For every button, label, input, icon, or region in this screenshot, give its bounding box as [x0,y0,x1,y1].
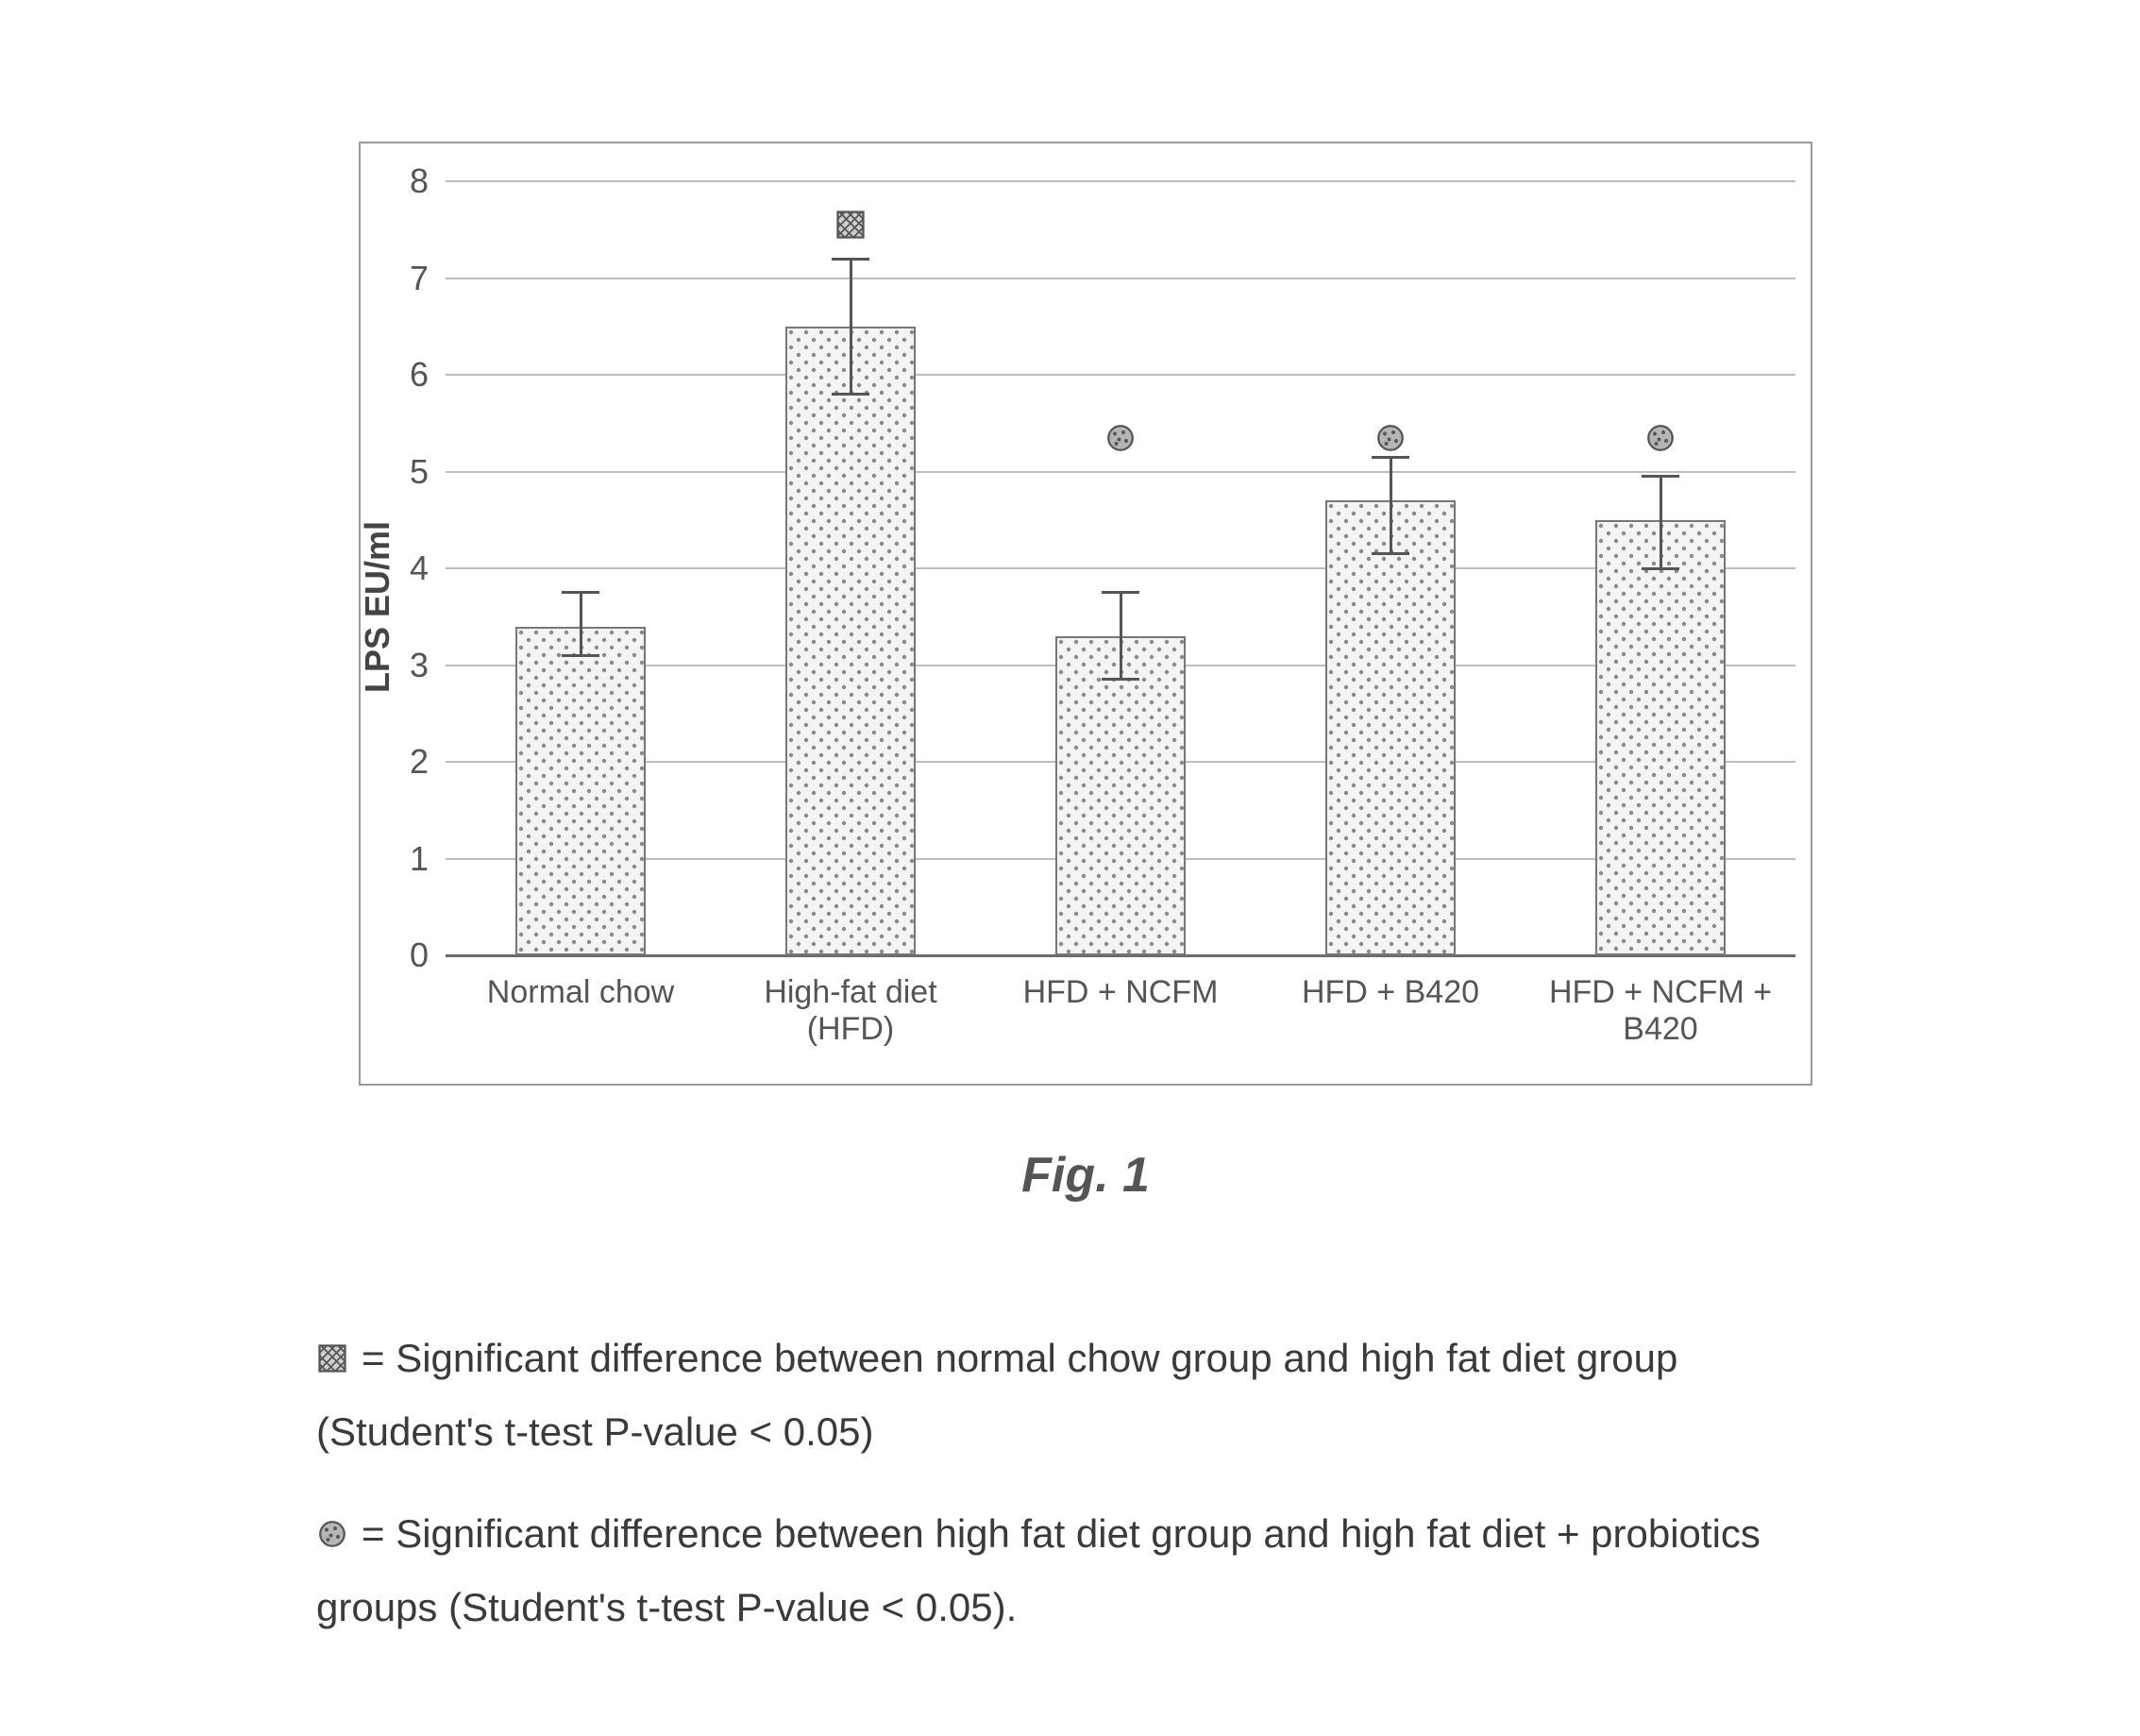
x-category-label: High-fat diet (HFD) [722,955,979,1048]
errorbar-cap-bottom [832,393,869,396]
ytick-label: 4 [410,548,446,588]
errorbar-line [1120,593,1122,680]
errorbar-line [580,593,582,656]
x-category-label: HFD + NCFM + B420 [1532,955,1789,1048]
gridline [446,374,1795,376]
plot-area: 012345678Normal chowHigh-fat diet (HFD)H… [446,181,1795,955]
ytick-label: 6 [410,355,446,395]
gridline [446,471,1795,473]
errorbar-line [1390,457,1392,554]
errorbar-cap-top [1372,456,1409,459]
bar [785,327,915,955]
x-category-label: HFD + NCFM [992,955,1249,1011]
sig-marker-square-icon [316,1322,348,1395]
sig-marker-circle-icon [316,1497,348,1571]
gridline [446,278,1795,279]
bar [1595,520,1725,955]
errorbar-cap-bottom [1642,567,1679,570]
bar [1055,636,1185,955]
y-axis-label: LPS EU/ml [358,521,397,693]
errorbar-cap-top [562,591,599,594]
sig-marker-square-icon [836,211,865,239]
ytick-label: 7 [410,259,446,298]
errorbar-cap-bottom [1372,552,1409,555]
sig-marker-circle-icon [1106,424,1135,452]
bar [1325,500,1455,955]
ytick-label: 5 [410,452,446,492]
gridline [446,567,1795,569]
legend-text-line2: groups (Student's t-test P-value < 0.05)… [316,1571,1845,1644]
errorbar-cap-bottom [562,654,599,657]
errorbar-cap-bottom [1102,678,1139,681]
x-category-label: HFD + B420 [1262,955,1519,1011]
legend-text-line2: (Student's t-test P-value < 0.05) [316,1395,1845,1469]
legend-text: = Significant difference between normal … [362,1322,1845,1395]
ytick-label: 1 [410,839,446,879]
legend-entry: = Significant difference between normal … [316,1322,1845,1395]
legend-entry: = Significant difference between high fa… [316,1497,1845,1571]
ytick-label: 3 [410,646,446,685]
gridline [446,180,1795,182]
errorbar-cap-top [1642,475,1679,478]
errorbar-line [850,259,852,395]
errorbar-cap-top [1102,591,1139,594]
legend: = Significant difference between normal … [316,1322,1845,1644]
sig-marker-circle-icon [1376,424,1405,452]
ytick-label: 2 [410,742,446,782]
chart-frame: 012345678Normal chowHigh-fat diet (HFD)H… [359,142,1812,1086]
figure-caption: Fig. 1 [1021,1147,1150,1204]
ytick-label: 8 [410,161,446,201]
sig-marker-circle-icon [1646,424,1675,452]
bar [515,627,645,956]
legend-text: = Significant difference between high fa… [362,1497,1845,1571]
errorbar-cap-top [832,258,869,261]
errorbar-line [1660,477,1662,568]
ytick-label: 0 [410,935,446,975]
x-category-label: Normal chow [452,955,709,1011]
